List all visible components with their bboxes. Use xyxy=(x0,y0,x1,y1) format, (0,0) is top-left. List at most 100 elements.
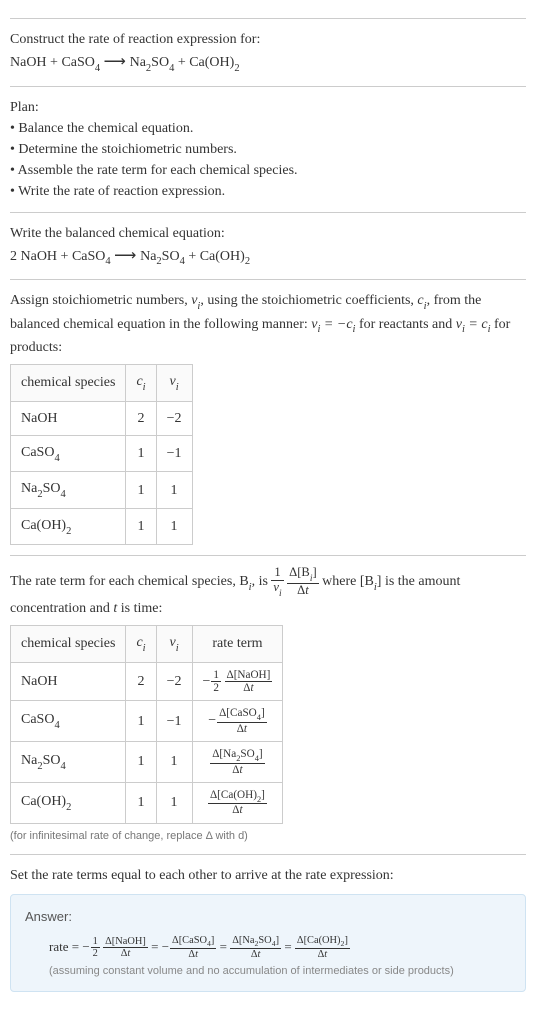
cell-c: 1 xyxy=(126,435,156,472)
balanced-product-caoh2: Ca(OH)2 xyxy=(200,249,250,264)
stoich-fragment: Assign stoichiometric numbers, xyxy=(10,293,191,308)
rate-term-section: The rate term for each chemical species,… xyxy=(10,555,526,844)
half-frac: 12 xyxy=(211,669,221,695)
stoich-section: Assign stoichiometric numbers, νi, using… xyxy=(10,279,526,545)
cell-species: Na2SO4 xyxy=(11,472,126,509)
stoich-table: chemical species ci νi NaOH 2 −2 CaSO4 1… xyxy=(10,364,193,545)
cell-nu: 1 xyxy=(156,508,192,545)
table-header-row: chemical species ci νi rate term xyxy=(11,626,283,663)
balanced-product-na2so4: Na2SO4 xyxy=(140,249,185,264)
balanced-reactant-caso4: CaSO4 xyxy=(72,249,111,264)
delta-naoh-frac: Δ[NaOH]Δt xyxy=(103,936,148,960)
cell-c: 1 xyxy=(126,508,156,545)
cell-c: 2 xyxy=(126,401,156,435)
nu-eq-c: νi = ci xyxy=(456,317,491,332)
cell-species: Ca(OH)2 xyxy=(11,508,126,545)
table-row: Na2SO4 1 1 xyxy=(11,472,193,509)
reactant-caso4: CaSO4 xyxy=(61,55,100,70)
col-species: chemical species xyxy=(11,365,126,402)
intro-section: Construct the rate of reaction expressio… xyxy=(10,18,526,76)
rate-fragment: , is xyxy=(252,574,272,589)
stoich-fragment: for reactants and xyxy=(355,317,455,332)
table-row: CaSO4 1 −1 −Δ[CaSO4]Δt xyxy=(11,701,283,742)
cell-species: Ca(OH)2 xyxy=(11,782,126,823)
cell-rate-term: −Δ[CaSO4]Δt xyxy=(192,701,283,742)
reactant-naoh: NaOH xyxy=(10,55,47,70)
balanced-reactant-naoh: 2 NaOH xyxy=(10,249,57,264)
cell-c: 1 xyxy=(126,472,156,509)
balanced-heading: Write the balanced chemical equation: xyxy=(10,223,526,244)
plan-item-text: Determine the stoichiometric numbers. xyxy=(18,142,237,157)
infinitesimal-note: (for infinitesimal rate of change, repla… xyxy=(10,828,526,845)
balanced-section: Write the balanced chemical equation: 2 … xyxy=(10,212,526,270)
table-row: Ca(OH)2 1 1 xyxy=(11,508,193,545)
nu-eq-neg-c: νi = −ci xyxy=(311,317,355,332)
cell-rate-term: Δ[Ca(OH)2]Δt xyxy=(192,782,283,823)
answer-label: Answer: xyxy=(25,907,511,927)
cell-nu: −2 xyxy=(156,662,192,701)
rate-term-text: The rate term for each chemical species,… xyxy=(10,566,526,619)
cell-species: CaSO4 xyxy=(11,435,126,472)
stoich-fragment: , using the stoichiometric coefficients, xyxy=(200,293,417,308)
c-i-symbol: ci xyxy=(417,293,426,308)
rate-expression: rate = −12 Δ[NaOH]Δt = −Δ[CaSO4]Δt = Δ[N… xyxy=(25,935,511,961)
delta-na2so4-frac: Δ[Na2SO4]Δt xyxy=(230,935,281,961)
col-nui: νi xyxy=(156,626,192,663)
cell-species: NaOH xyxy=(11,662,126,701)
plan-item-text: Write the rate of reaction expression. xyxy=(18,184,225,199)
cell-c: 1 xyxy=(126,701,156,742)
plan-item-text: Balance the chemical equation. xyxy=(18,121,193,136)
col-nui: νi xyxy=(156,365,192,402)
table-row: CaSO4 1 −1 xyxy=(11,435,193,472)
cell-rate-term: Δ[Na2SO4]Δt xyxy=(192,742,283,783)
table-row: Na2SO4 1 1 Δ[Na2SO4]Δt xyxy=(11,742,283,783)
col-ci: ci xyxy=(126,365,156,402)
delta-caoh2-frac: Δ[Ca(OH)2]Δt xyxy=(295,935,350,961)
cell-species: Na2SO4 xyxy=(11,742,126,783)
one-over-nu: 1νi xyxy=(271,566,283,598)
cell-c: 1 xyxy=(126,782,156,823)
cell-nu: −1 xyxy=(156,701,192,742)
plan-item: • Determine the stoichiometric numbers. xyxy=(10,139,526,160)
cell-nu: 1 xyxy=(156,782,192,823)
delta-caoh2-frac: Δ[Ca(OH)2]Δt xyxy=(208,789,267,817)
rate-fragment: where [B xyxy=(322,574,374,589)
rate-fragment: The rate term for each chemical species,… xyxy=(10,574,249,589)
col-ci: ci xyxy=(126,626,156,663)
unbalanced-equation: NaOH + CaSO4 ⟶ Na2SO4 + Ca(OH)2 xyxy=(10,50,526,76)
reaction-arrow-icon: ⟶ xyxy=(114,247,140,264)
table-row: Ca(OH)2 1 1 Δ[Ca(OH)2]Δt xyxy=(11,782,283,823)
reaction-arrow-icon: ⟶ xyxy=(104,53,130,70)
cell-c: 2 xyxy=(126,662,156,701)
cell-species: CaSO4 xyxy=(11,701,126,742)
plan-section: Plan: • Balance the chemical equation. •… xyxy=(10,86,526,202)
cell-species: NaOH xyxy=(11,401,126,435)
delta-caso4-frac: Δ[CaSO4]Δt xyxy=(217,707,267,735)
cell-nu: −2 xyxy=(156,401,192,435)
answer-section: Set the rate terms equal to each other t… xyxy=(10,854,526,992)
product-na2so4: Na2SO4 xyxy=(130,55,175,70)
rate-fragment: is time: xyxy=(117,601,162,616)
cell-nu: 1 xyxy=(156,742,192,783)
plan-item-text: Assemble the rate term for each chemical… xyxy=(18,163,298,178)
delta-caso4-frac: Δ[CaSO4]Δt xyxy=(170,935,216,961)
col-rate-term: rate term xyxy=(192,626,283,663)
nu-i-symbol: νi xyxy=(191,293,200,308)
rate-term-table: chemical species ci νi rate term NaOH 2 … xyxy=(10,625,283,824)
delta-na2so4-frac: Δ[Na2SO4]Δt xyxy=(210,748,264,776)
half-frac: 12 xyxy=(91,936,100,960)
col-species: chemical species xyxy=(11,626,126,663)
answer-note: (assuming constant volume and no accumul… xyxy=(25,963,511,980)
cell-nu: 1 xyxy=(156,472,192,509)
balanced-equation: 2 NaOH + CaSO4 ⟶ Na2SO4 + Ca(OH)2 xyxy=(10,244,526,270)
stoich-text: Assign stoichiometric numbers, νi, using… xyxy=(10,290,526,358)
cell-nu: −1 xyxy=(156,435,192,472)
delta-naoh-frac: Δ[NaOH]Δt xyxy=(225,669,273,695)
prompt-text: Construct the rate of reaction expressio… xyxy=(10,29,526,50)
product-caoh2: Ca(OH)2 xyxy=(189,55,239,70)
plan-item: • Assemble the rate term for each chemic… xyxy=(10,160,526,181)
answer-box: Answer: rate = −12 Δ[NaOH]Δt = −Δ[CaSO4]… xyxy=(10,894,526,992)
cell-rate-term: −12 Δ[NaOH]Δt xyxy=(192,662,283,701)
cell-c: 1 xyxy=(126,742,156,783)
delta-bi-over-delta-t: Δ[Bi]Δt xyxy=(287,566,319,598)
